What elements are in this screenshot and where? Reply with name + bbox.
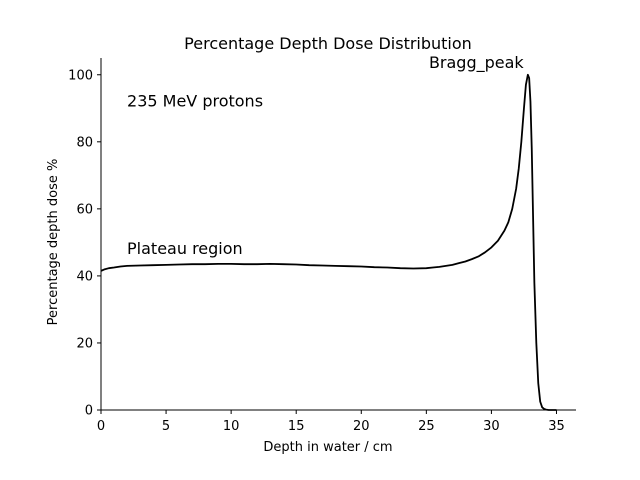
chart-title: Percentage Depth Dose Distribution — [184, 34, 472, 53]
y-tick-label: 0 — [85, 404, 93, 419]
series-line-0 — [100, 73, 557, 411]
annotation-layer: 235 MeV protons Plateau region Bragg_peak — [127, 53, 524, 258]
x-axis-label: Depth in water / cm — [263, 440, 392, 455]
annotation-1: Plateau region — [127, 239, 243, 258]
x-tick-label: 30 — [483, 419, 500, 434]
x-tick-label: 25 — [418, 419, 435, 434]
y-tick-label: 100 — [68, 68, 93, 83]
annotation-2: Bragg_peak — [429, 53, 524, 73]
x-tick-label: 5 — [162, 419, 170, 434]
y-axis-label: Percentage depth dose % — [46, 159, 61, 326]
plot-layer — [100, 73, 557, 411]
annotation-0: 235 MeV protons — [127, 92, 263, 111]
x-tick-label: 20 — [353, 419, 370, 434]
x-tick-label: 15 — [288, 419, 305, 434]
x-tick-label: 10 — [223, 419, 240, 434]
y-tick-label: 80 — [76, 135, 93, 150]
x-tick-label: 35 — [548, 419, 565, 434]
y-tick-label: 20 — [76, 336, 93, 351]
y-axis-ticks: 0 20 40 60 80 100 — [68, 68, 101, 419]
x-tick-label: 0 — [97, 419, 105, 434]
y-tick-label: 40 — [76, 269, 93, 284]
x-axis-ticks: 0 5 10 15 20 25 30 35 — [97, 410, 565, 434]
y-tick-label: 60 — [76, 202, 93, 217]
